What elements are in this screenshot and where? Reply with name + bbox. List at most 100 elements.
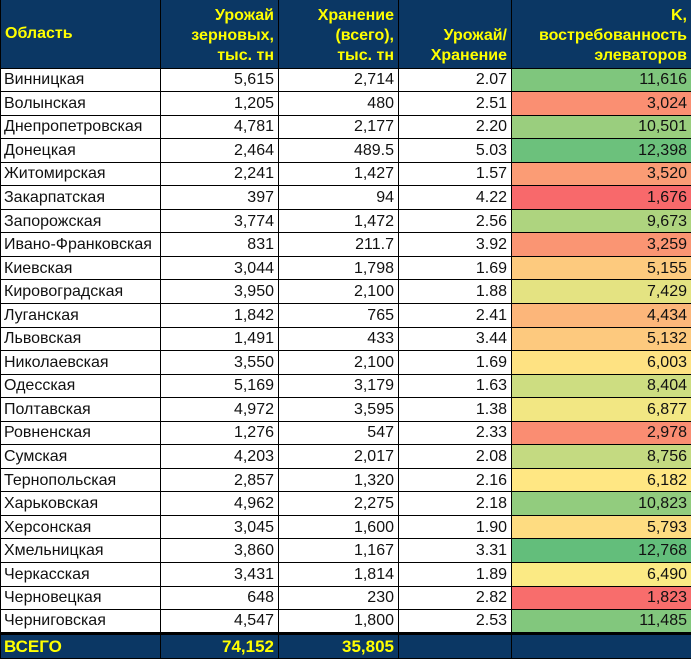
cell-ratio[interactable]: 3.31 [399, 539, 512, 563]
cell-k-demand[interactable]: 12,398 [512, 139, 691, 163]
cell-k-demand[interactable]: 6,490 [512, 562, 691, 586]
cell-harvest[interactable]: 4,547 [161, 610, 279, 634]
cell-k-demand[interactable]: 3,259 [512, 233, 691, 257]
cell-region[interactable]: Черновецкая [1, 586, 161, 610]
cell-ratio[interactable]: 1.57 [399, 162, 512, 186]
cell-harvest[interactable]: 2,241 [161, 162, 279, 186]
cell-region[interactable]: Черниговская [1, 610, 161, 634]
cell-storage[interactable]: 1,472 [279, 209, 399, 233]
cell-region[interactable]: Тернопольская [1, 468, 161, 492]
header-region[interactable]: Область [1, 0, 161, 68]
total-storage[interactable]: 35,805 [279, 633, 399, 658]
header-storage[interactable]: Хранение(всего),тыс. тн [279, 0, 399, 68]
cell-region[interactable]: Полтавская [1, 398, 161, 422]
cell-k-demand[interactable]: 5,793 [512, 515, 691, 539]
cell-ratio[interactable]: 3.92 [399, 233, 512, 257]
cell-storage[interactable]: 2,714 [279, 68, 399, 92]
cell-k-demand[interactable]: 8,404 [512, 374, 691, 398]
cell-harvest[interactable]: 4,203 [161, 445, 279, 469]
total-k[interactable] [512, 633, 691, 658]
cell-ratio[interactable]: 4.22 [399, 186, 512, 210]
cell-harvest[interactable]: 4,962 [161, 492, 279, 516]
cell-storage[interactable]: 547 [279, 421, 399, 445]
cell-harvest[interactable]: 1,276 [161, 421, 279, 445]
cell-harvest[interactable]: 1,842 [161, 303, 279, 327]
cell-region[interactable]: Ивано-Франковская [1, 233, 161, 257]
cell-k-demand[interactable]: 4,434 [512, 303, 691, 327]
cell-region[interactable]: Ровненская [1, 421, 161, 445]
cell-ratio[interactable]: 1.90 [399, 515, 512, 539]
cell-storage[interactable]: 2,100 [279, 280, 399, 304]
cell-region[interactable]: Сумская [1, 445, 161, 469]
cell-storage[interactable]: 1,798 [279, 256, 399, 280]
cell-k-demand[interactable]: 6,877 [512, 398, 691, 422]
cell-k-demand[interactable]: 5,132 [512, 327, 691, 351]
cell-k-demand[interactable]: 12,768 [512, 539, 691, 563]
cell-ratio[interactable]: 2.53 [399, 610, 512, 634]
cell-harvest[interactable]: 1,205 [161, 92, 279, 116]
total-harvest[interactable]: 74,152 [161, 633, 279, 658]
cell-harvest[interactable]: 3,950 [161, 280, 279, 304]
cell-storage[interactable]: 1,320 [279, 468, 399, 492]
cell-ratio[interactable]: 2.56 [399, 209, 512, 233]
cell-ratio[interactable]: 1.88 [399, 280, 512, 304]
total-label[interactable]: ВСЕГО [1, 633, 161, 658]
cell-k-demand[interactable]: 10,501 [512, 115, 691, 139]
cell-storage[interactable]: 433 [279, 327, 399, 351]
cell-region[interactable]: Донецкая [1, 139, 161, 163]
cell-harvest[interactable]: 4,972 [161, 398, 279, 422]
cell-storage[interactable]: 2,017 [279, 445, 399, 469]
cell-storage[interactable]: 230 [279, 586, 399, 610]
cell-ratio[interactable]: 2.41 [399, 303, 512, 327]
cell-region[interactable]: Закарпатская [1, 186, 161, 210]
cell-region[interactable]: Запорожская [1, 209, 161, 233]
cell-k-demand[interactable]: 10,823 [512, 492, 691, 516]
cell-region[interactable]: Волынская [1, 92, 161, 116]
cell-harvest[interactable]: 5,615 [161, 68, 279, 92]
cell-storage[interactable]: 480 [279, 92, 399, 116]
cell-ratio[interactable]: 5.03 [399, 139, 512, 163]
cell-harvest[interactable]: 397 [161, 186, 279, 210]
cell-ratio[interactable]: 3.44 [399, 327, 512, 351]
cell-ratio[interactable]: 2.33 [399, 421, 512, 445]
cell-region[interactable]: Киевская [1, 256, 161, 280]
cell-region[interactable]: Хмельницкая [1, 539, 161, 563]
cell-k-demand[interactable]: 11,485 [512, 610, 691, 634]
cell-k-demand[interactable]: 8,756 [512, 445, 691, 469]
cell-harvest[interactable]: 648 [161, 586, 279, 610]
cell-region[interactable]: Луганская [1, 303, 161, 327]
cell-k-demand[interactable]: 6,003 [512, 351, 691, 375]
cell-k-demand[interactable]: 9,673 [512, 209, 691, 233]
cell-ratio[interactable]: 1.38 [399, 398, 512, 422]
header-ratio[interactable]: Урожай/Хранение [399, 0, 512, 68]
cell-ratio[interactable]: 2.82 [399, 586, 512, 610]
cell-storage[interactable]: 2,177 [279, 115, 399, 139]
cell-k-demand[interactable]: 11,616 [512, 68, 691, 92]
cell-ratio[interactable]: 2.18 [399, 492, 512, 516]
cell-region[interactable]: Житомирская [1, 162, 161, 186]
cell-ratio[interactable]: 1.69 [399, 351, 512, 375]
cell-ratio[interactable]: 2.51 [399, 92, 512, 116]
cell-harvest[interactable]: 4,781 [161, 115, 279, 139]
cell-region[interactable]: Одесская [1, 374, 161, 398]
cell-storage[interactable]: 2,275 [279, 492, 399, 516]
cell-k-demand[interactable]: 1,676 [512, 186, 691, 210]
cell-region[interactable]: Львовская [1, 327, 161, 351]
cell-region[interactable]: Черкасская [1, 562, 161, 586]
cell-region[interactable]: Кировоградская [1, 280, 161, 304]
cell-storage[interactable]: 1,427 [279, 162, 399, 186]
cell-region[interactable]: Винницкая [1, 68, 161, 92]
cell-k-demand[interactable]: 7,429 [512, 280, 691, 304]
cell-harvest[interactable]: 3,860 [161, 539, 279, 563]
cell-harvest[interactable]: 5,169 [161, 374, 279, 398]
total-ratio[interactable] [399, 633, 512, 658]
cell-storage[interactable]: 1,800 [279, 610, 399, 634]
cell-ratio[interactable]: 1.63 [399, 374, 512, 398]
cell-harvest[interactable]: 2,857 [161, 468, 279, 492]
cell-storage[interactable]: 1,600 [279, 515, 399, 539]
cell-harvest[interactable]: 831 [161, 233, 279, 257]
cell-harvest[interactable]: 1,491 [161, 327, 279, 351]
cell-storage[interactable]: 3,595 [279, 398, 399, 422]
